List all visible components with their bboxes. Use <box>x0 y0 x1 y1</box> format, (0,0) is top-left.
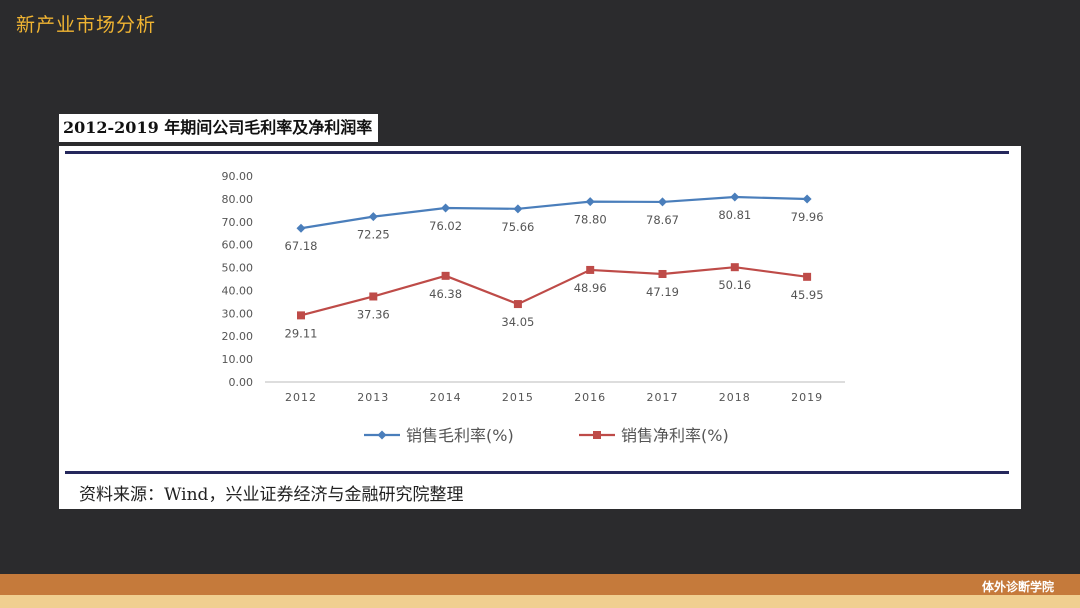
data-label: 34.05 <box>501 315 534 329</box>
x-tick-label: 2017 <box>647 391 679 404</box>
x-tick-label: 2019 <box>791 391 823 404</box>
data-label: 80.81 <box>718 208 751 222</box>
data-label: 76.02 <box>429 219 462 233</box>
data-point <box>658 269 667 278</box>
y-tick-label: 50.00 <box>222 262 254 275</box>
line-chart: 0.00 10.00 20.00 30.00 40.00 50.00 60.00 70.00 8… <box>222 170 845 445</box>
data-point <box>296 223 306 233</box>
data-point <box>441 271 450 280</box>
data-point <box>369 292 378 301</box>
data-point <box>803 272 812 281</box>
data-label: 67.18 <box>285 239 318 253</box>
x-tick-label: 2014 <box>430 391 462 404</box>
y-tick-label: 60.00 <box>222 239 254 252</box>
data-label: 50.16 <box>718 278 751 292</box>
y-tick-label: 70.00 <box>222 216 254 229</box>
data-point <box>730 192 740 202</box>
legend-marker <box>593 431 601 439</box>
legend-marker <box>377 430 387 440</box>
figure-panel: 0.00 10.00 20.00 30.00 40.00 50.00 60.00 70.00 8… <box>59 146 1021 509</box>
data-point <box>802 194 812 204</box>
top-rule <box>65 151 1009 154</box>
y-tick-label: 80.00 <box>222 193 254 206</box>
y-tick-label: 10.00 <box>222 353 254 366</box>
data-point <box>658 197 667 207</box>
data-label: 45.95 <box>791 288 824 302</box>
data-label: 78.67 <box>646 213 679 227</box>
y-tick-label: 30.00 <box>222 307 254 320</box>
data-label: 75.66 <box>501 220 534 234</box>
x-tick-label: 2013 <box>357 391 389 404</box>
data-point <box>513 204 523 214</box>
data-point <box>368 212 378 222</box>
legend-label: 销售毛利率(%) <box>406 426 514 445</box>
series-line <box>300 266 808 317</box>
legend-label: 销售净利率(%) <box>621 426 729 445</box>
data-label: 29.11 <box>285 326 318 340</box>
data-point <box>730 263 739 272</box>
figure-title: 2012-2019 年期间公司毛利率及净利润率 <box>59 114 379 142</box>
data-label: 46.38 <box>429 287 462 301</box>
data-point <box>441 203 451 213</box>
x-tick-label: 2015 <box>502 391 534 404</box>
data-label: 48.96 <box>574 281 607 295</box>
footer-accent-line <box>0 595 1080 608</box>
x-tick-label: 2016 <box>574 391 606 404</box>
y-tick-label: 40.00 <box>222 284 254 297</box>
y-tick-label: 20.00 <box>222 330 254 343</box>
footer-brand: 体外诊断学院 <box>981 580 1054 594</box>
data-point <box>586 265 595 274</box>
x-tick-label: 2018 <box>719 391 751 404</box>
data-point <box>513 300 522 309</box>
data-point <box>297 311 305 320</box>
source-note: 资料来源：Wind，兴业证券经济与金融研究院整理 <box>79 485 464 505</box>
y-tick-label: 90.00 <box>222 170 254 183</box>
y-tick-label: 0.00 <box>229 376 254 389</box>
data-label: 78.80 <box>574 213 607 227</box>
data-label: 79.96 <box>791 210 824 224</box>
slide-title: 新产业市场分析 <box>16 14 157 36</box>
series-line <box>300 195 808 230</box>
data-label: 47.19 <box>646 285 679 299</box>
data-label: 72.25 <box>357 228 390 242</box>
x-tick-label: 2012 <box>285 391 317 404</box>
bottom-rule <box>65 471 1009 474</box>
data-point <box>585 197 595 207</box>
data-label: 37.36 <box>357 307 390 321</box>
